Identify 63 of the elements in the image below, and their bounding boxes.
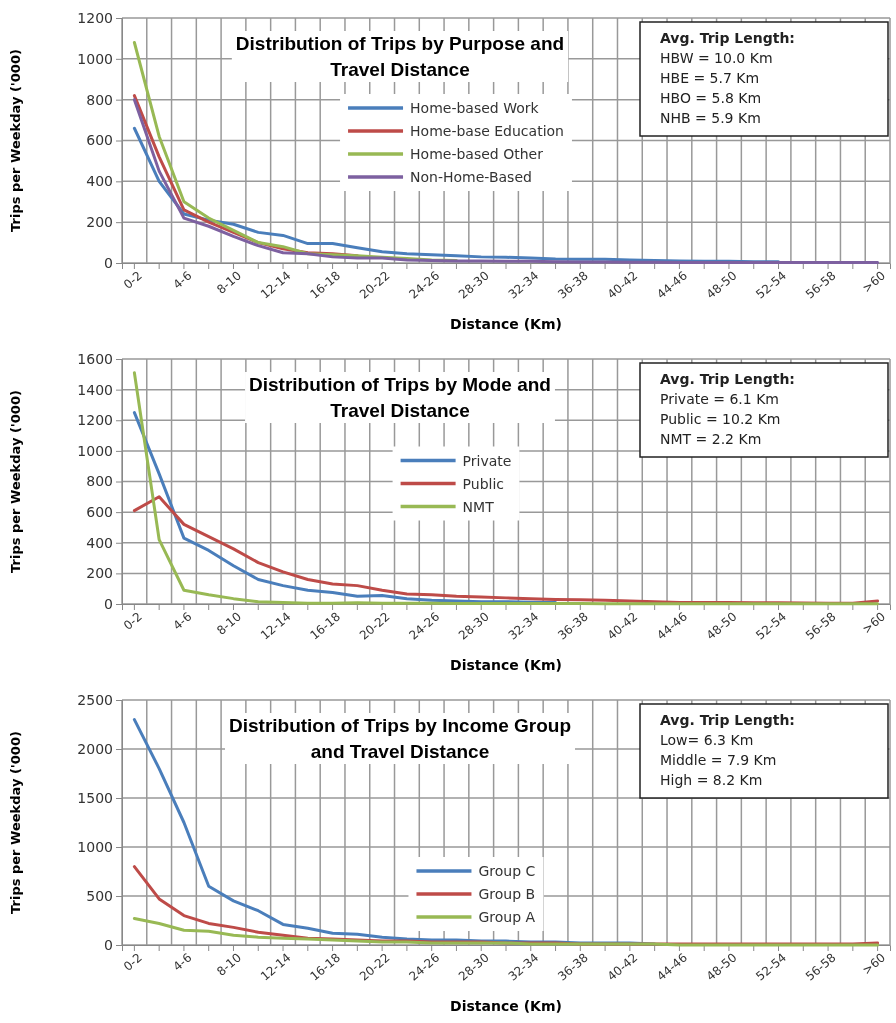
legend-label: NMT [462,498,495,515]
annotation: Public = 10.2 Km [660,411,781,427]
x-tick-label: >60 [859,609,889,637]
annotation: HBW = 10.0 Km [660,50,773,66]
annotation: Low= 6.3 Km [660,732,754,748]
annotation: Middle = 7.9 Km [660,752,777,768]
x-tick-label: 0-2 [120,609,145,633]
legend-label: Home-based Other [410,146,544,162]
y-tick-label: 400 [86,534,113,551]
annotation: High = 8.2 Km [660,772,763,788]
annotation: NHB = 5.9 Km [660,110,761,126]
y-tick-label: 2000 [77,740,113,757]
x-tick-label: 4-6 [170,268,195,292]
y-tick-label: 0 [104,595,113,612]
y-tick-label: 1000 [77,50,113,67]
x-tick-label: 0-2 [120,950,145,974]
legend-label: Group B [478,886,536,902]
y-tick-label: 1200 [77,412,113,429]
x-axis-title: Distance (Km) [450,657,562,673]
y-tick-label: 200 [86,214,113,231]
y-tick-label: 0 [104,936,113,953]
y-tick-label: 0 [104,254,113,271]
y-tick-label: 800 [86,473,113,490]
y-tick-label: 1400 [77,381,113,398]
legend-label: Home-base Education [410,123,564,139]
title-box: Distribution of Trips by Mode and Travel Distance [245,372,555,423]
x-tick-label: 4-6 [170,609,195,633]
annotation: Avg. Trip Length: [660,712,795,728]
y-tick-label: 2500 [77,691,113,708]
title-box: Distribution of Trips by Purpose and Travel Distance [231,31,569,82]
y-tick-label: 200 [86,565,113,582]
y-tick-label: 600 [86,504,113,521]
legend-label: Group C [478,863,536,879]
y-tick-label: 1500 [77,789,113,806]
y-tick-label: 400 [86,173,113,190]
x-axis-title: Distance (Km) [450,998,562,1014]
y-tick-label: 500 [86,887,113,904]
legend-label: Non-Home-Based [410,169,532,185]
legend-label: Home-based Work [410,100,540,116]
y-axis-title: Trips per Weekday ('000) [8,390,23,573]
legend-label: Group A [478,909,536,925]
y-tick-label: 1200 [77,9,113,26]
y-axis-title: Trips per Weekday ('000) [8,731,23,914]
y-tick-label: 800 [86,91,113,108]
x-tick-label: 0-2 [120,268,145,292]
y-tick-label: 1000 [77,442,113,459]
legend-label: Private [462,452,512,469]
annotation: HBE = 5.7 Km [660,70,760,86]
y-axis-title: Trips per Weekday ('000) [8,49,23,232]
x-axis-title: Distance (Km) [450,316,562,332]
x-tick-label: >60 [859,268,889,296]
y-tick-label: 1000 [77,838,113,855]
annotation: NMT = 2.2 Km [660,431,762,447]
title-box: Distribution of Trips by Income Group and Travel Distance [225,713,575,764]
annotation: Private = 6.1 Km [660,391,779,407]
y-tick-label: 1600 [77,350,113,367]
annotation: Avg. Trip Length: [660,371,795,387]
x-tick-label: >60 [859,950,889,978]
y-tick-label: 600 [86,132,113,149]
annotation: HBO = 5.8 Km [660,90,762,106]
x-tick-label: 4-6 [170,950,195,974]
annotation: Avg. Trip Length: [660,30,795,46]
legend-label: Public [462,475,505,492]
